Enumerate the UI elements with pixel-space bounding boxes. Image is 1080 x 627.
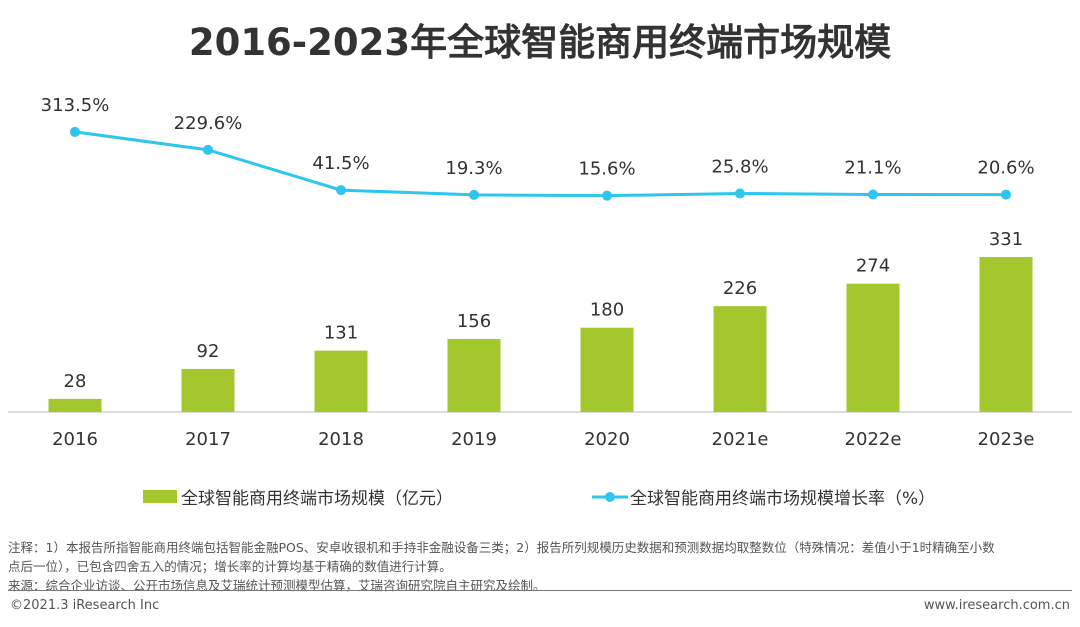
bar-label-2022e: 274 — [856, 256, 890, 277]
growth-label-2016: 313.5% — [41, 95, 110, 116]
chart-title: 2016-2023年全球智能商用终端市场规模 — [188, 21, 892, 64]
bar-label-2016: 28 — [64, 371, 87, 392]
growth-label-2021e: 25.8% — [711, 156, 768, 177]
growth-label-2018: 41.5% — [312, 153, 369, 174]
x-tick-2020: 2020 — [584, 429, 630, 450]
bar-2017 — [181, 368, 235, 412]
website-link[interactable]: www.iresearch.com.cn — [923, 598, 1070, 613]
x-tick-2022e: 2022e — [845, 429, 902, 450]
x-tick-2021e: 2021e — [712, 429, 769, 450]
growth-label-2022e: 21.1% — [844, 157, 901, 178]
growth-point-2018 — [336, 185, 346, 196]
source-note: 来源：综合企业访谈、公开市场信息及艾瑞统计预测模型估算，艾瑞咨询研究院自主研究及… — [8, 578, 546, 593]
x-tick-2023e: 2023e — [978, 429, 1035, 450]
bar-label-2021e: 226 — [723, 278, 757, 299]
x-tick-2019: 2019 — [451, 429, 497, 450]
legend-item-line: 全球智能商用终端市场规模增长率（%） — [592, 484, 935, 509]
growth-point-2016 — [70, 126, 80, 137]
footer-divider — [8, 590, 1072, 591]
legend-bar-swatch — [143, 490, 177, 503]
note-line-2: 点后一位），已包含四舍五入的情况；增长率的计算均基于精确的数值进行计算。 — [8, 559, 452, 574]
legend-item-bar: 全球智能商用终端市场规模（亿元） — [143, 484, 453, 509]
legend-line-label: 全球智能商用终端市场规模增长率（%） — [630, 489, 936, 509]
growth-point-2022e — [868, 189, 878, 200]
bar-2022e — [846, 283, 900, 412]
bar-2021e — [713, 306, 767, 412]
x-tick-2017: 2017 — [185, 429, 231, 450]
bar-2016 — [48, 398, 102, 412]
growth-line — [74, 130, 1007, 198]
bar-2019 — [447, 338, 501, 412]
legend-line-swatch — [592, 491, 628, 502]
chart-plot: 28 2016 92 2017 131 2018 156 2019 180 2020 226 2021… — [8, 95, 1072, 450]
x-tick-2018: 2018 — [318, 429, 364, 450]
copyright: ©2021.3 iResearch Inc — [10, 598, 160, 613]
bar-label-2018: 131 — [324, 323, 358, 344]
bar-2018 — [314, 350, 368, 412]
bar-label-2020: 180 — [590, 300, 624, 321]
growth-point-2019 — [469, 189, 479, 200]
legend-bar-label: 全球智能商用终端市场规模（亿元） — [181, 489, 453, 509]
bar-label-2019: 156 — [457, 311, 491, 332]
bar-label-2023e: 331 — [989, 229, 1023, 250]
growth-label-2017: 229.6% — [174, 113, 243, 134]
growth-point-2017 — [203, 144, 213, 155]
growth-point-2020 — [602, 190, 612, 201]
growth-point-2023e — [1001, 189, 1011, 200]
bar-label-2017: 92 — [197, 341, 220, 362]
bar-2020 — [580, 327, 634, 412]
growth-label-2023e: 20.6% — [977, 158, 1034, 179]
growth-label-2020: 15.6% — [578, 159, 635, 180]
x-tick-2016: 2016 — [52, 429, 98, 450]
growth-point-2021e — [735, 188, 745, 199]
bar-2023e — [979, 257, 1033, 412]
note-line-1: 注释：1）本报告所指智能商用终端包括智能金融POS、安卓收银机和手持非金融设备三… — [8, 540, 995, 555]
growth-label-2019: 19.3% — [445, 158, 502, 179]
